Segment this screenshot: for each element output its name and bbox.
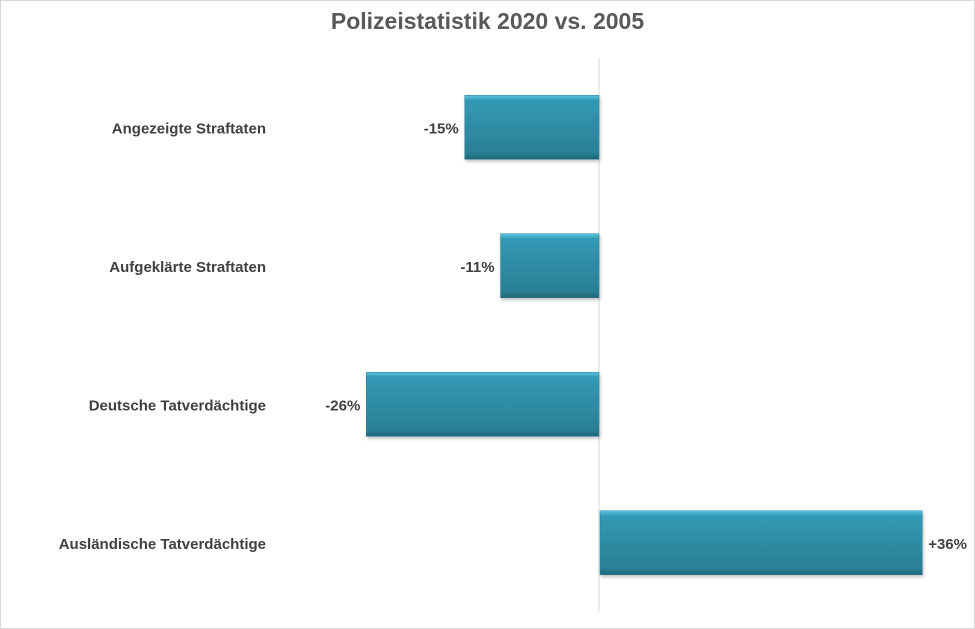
data-label: +36% (928, 536, 967, 553)
chart-title: Polizeistatistik 2020 vs. 2005 (330, 8, 645, 34)
category-label: Angezeigte Straftaten (112, 120, 266, 137)
data-label: -11% (460, 259, 494, 276)
bar (599, 510, 923, 575)
category-label: Deutsche Tatverdächtige (89, 397, 266, 414)
data-label: -15% (424, 120, 459, 137)
category-label: Aufgeklärte Straftaten (109, 259, 266, 276)
bar (500, 233, 600, 298)
bar (366, 372, 600, 437)
category-label: Ausländische Tatverdächtige (59, 536, 266, 553)
data-label: -26% (325, 397, 360, 414)
bar (464, 95, 600, 160)
